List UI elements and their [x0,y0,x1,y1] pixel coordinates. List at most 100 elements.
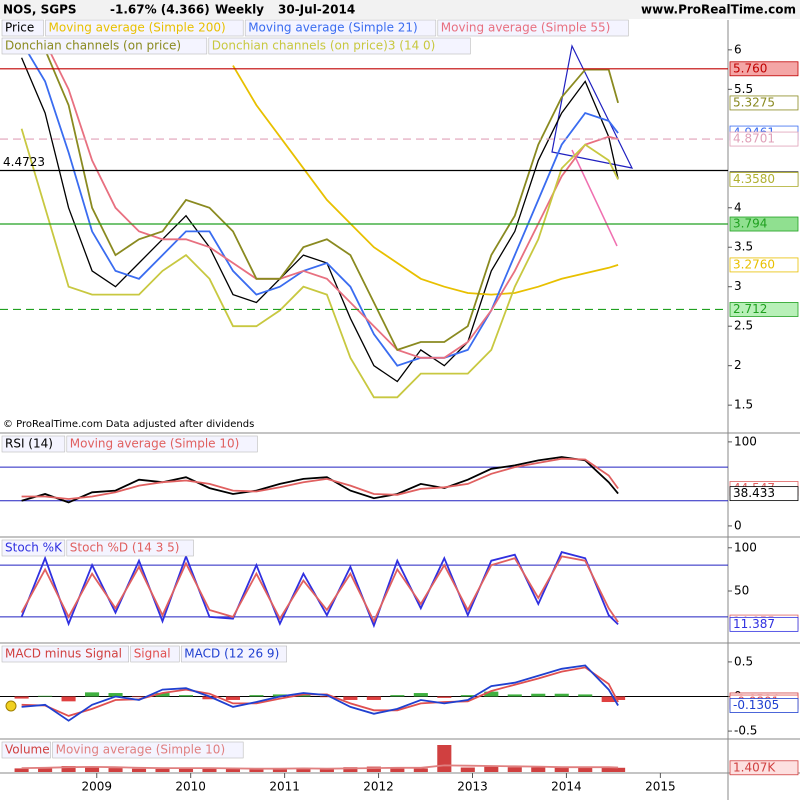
legend-box [45,19,244,37]
y-tick-label: 5.5 [734,82,753,96]
bar [507,694,522,697]
y-tick-label: 0.5 [734,654,753,668]
bar [437,745,452,772]
legend-box [181,645,288,663]
series-line [21,456,619,504]
legend-box [130,645,180,663]
bar [178,695,194,697]
legend-label: Donchian channels (on price)3 (14 0) [212,39,436,53]
bar [437,696,452,698]
tag-box [729,760,799,776]
tag-box [729,216,799,232]
x-tick-label: 2009 [81,780,112,794]
tag-box [729,302,799,317]
bar [202,696,217,700]
bar [14,696,29,699]
y-tick-label: 3.5 [734,240,753,254]
legend-label: Stoch %K [5,541,63,555]
site: www.ProRealTime.com [641,3,796,17]
bar [531,693,546,697]
annotation: © ProRealTime.com Data adjusted after di… [3,419,254,430]
bar [319,769,334,772]
period: Weekly [215,3,264,17]
date: 30-Jul-2014 [278,3,355,17]
y-tick-label: 100 [734,540,757,554]
tag-label: 5.3275 [733,95,775,109]
bar [413,768,428,772]
series-line [21,457,619,500]
bar [249,695,264,697]
series-line [44,41,619,359]
bar [108,693,123,697]
bar [578,694,593,697]
x-tick-label: 2011 [269,780,300,794]
bar [601,767,616,772]
triangle-drawing [551,44,634,169]
legend-label: Donchian channels (on price) [5,39,181,53]
legend-label: Moving average (Simple 21) [248,21,418,35]
series-line [21,764,619,770]
bar [225,769,241,772]
bar [108,768,123,772]
series-line [20,555,619,624]
legend-label: RSI (14) [5,437,53,451]
bar [225,696,241,700]
bar [155,769,170,772]
tag-label: 2.712 [733,302,767,316]
tag-label: 4.8701 [733,132,775,146]
x-tick-label: 2012 [363,780,394,794]
y-tick-label: -0.5 [734,724,757,738]
legend-box [437,19,629,37]
series-line [20,41,619,367]
legend-box [1,37,208,55]
y-tick-label: 2.5 [734,319,753,333]
legend-label: Moving average (Simple 55) [441,21,611,35]
tag-label: 5.760 [733,61,767,75]
bar [202,768,217,772]
bar [390,767,405,772]
bar [272,694,287,697]
bar [249,769,264,772]
legend-box [208,37,471,55]
legend-label: MACD minus Signal [5,647,122,661]
bar [601,696,616,703]
tag-box [729,616,799,632]
legend-label: Stoch %D (14 3 5) [70,541,180,555]
bar [578,767,593,772]
tag-box [729,61,799,77]
y-tick-label: 50 [734,584,749,598]
legend-box [52,741,244,759]
change: -1.67% (4.366) [110,3,210,17]
legend-label: Volume [5,743,50,757]
bar [366,766,381,772]
x-tick-label: 2013 [457,780,488,794]
legend-label: MACD (12 26 9) [184,647,279,661]
tag-box [729,698,799,713]
bar [460,767,475,772]
tag-label: 3.2760 [733,257,775,271]
bar [531,767,546,772]
bar [343,767,358,772]
tag-label: 3.794 [733,217,767,231]
series-line [21,664,619,722]
bar [366,696,381,700]
legend-box [66,539,194,557]
tag-label: 4.4723 [3,155,45,169]
x-tick-label: 2010 [175,780,206,794]
alert-icon[interactable] [5,700,17,712]
legend-box [1,645,129,663]
y-tick-label: 0 [734,518,742,532]
legend-label: Moving average (Simple 10) [56,743,226,757]
y-tick-label: 100 [734,434,757,448]
bar [85,766,100,772]
bar [554,693,569,697]
bar [296,695,311,697]
legend-label: Price [5,21,34,35]
bar [554,766,569,772]
trend-line [571,149,618,247]
y-tick-label: 3 [734,279,742,293]
y-tick-label: 2 [734,358,742,372]
bar [484,691,499,697]
legend-label: Moving average (Simple 200) [49,21,226,35]
